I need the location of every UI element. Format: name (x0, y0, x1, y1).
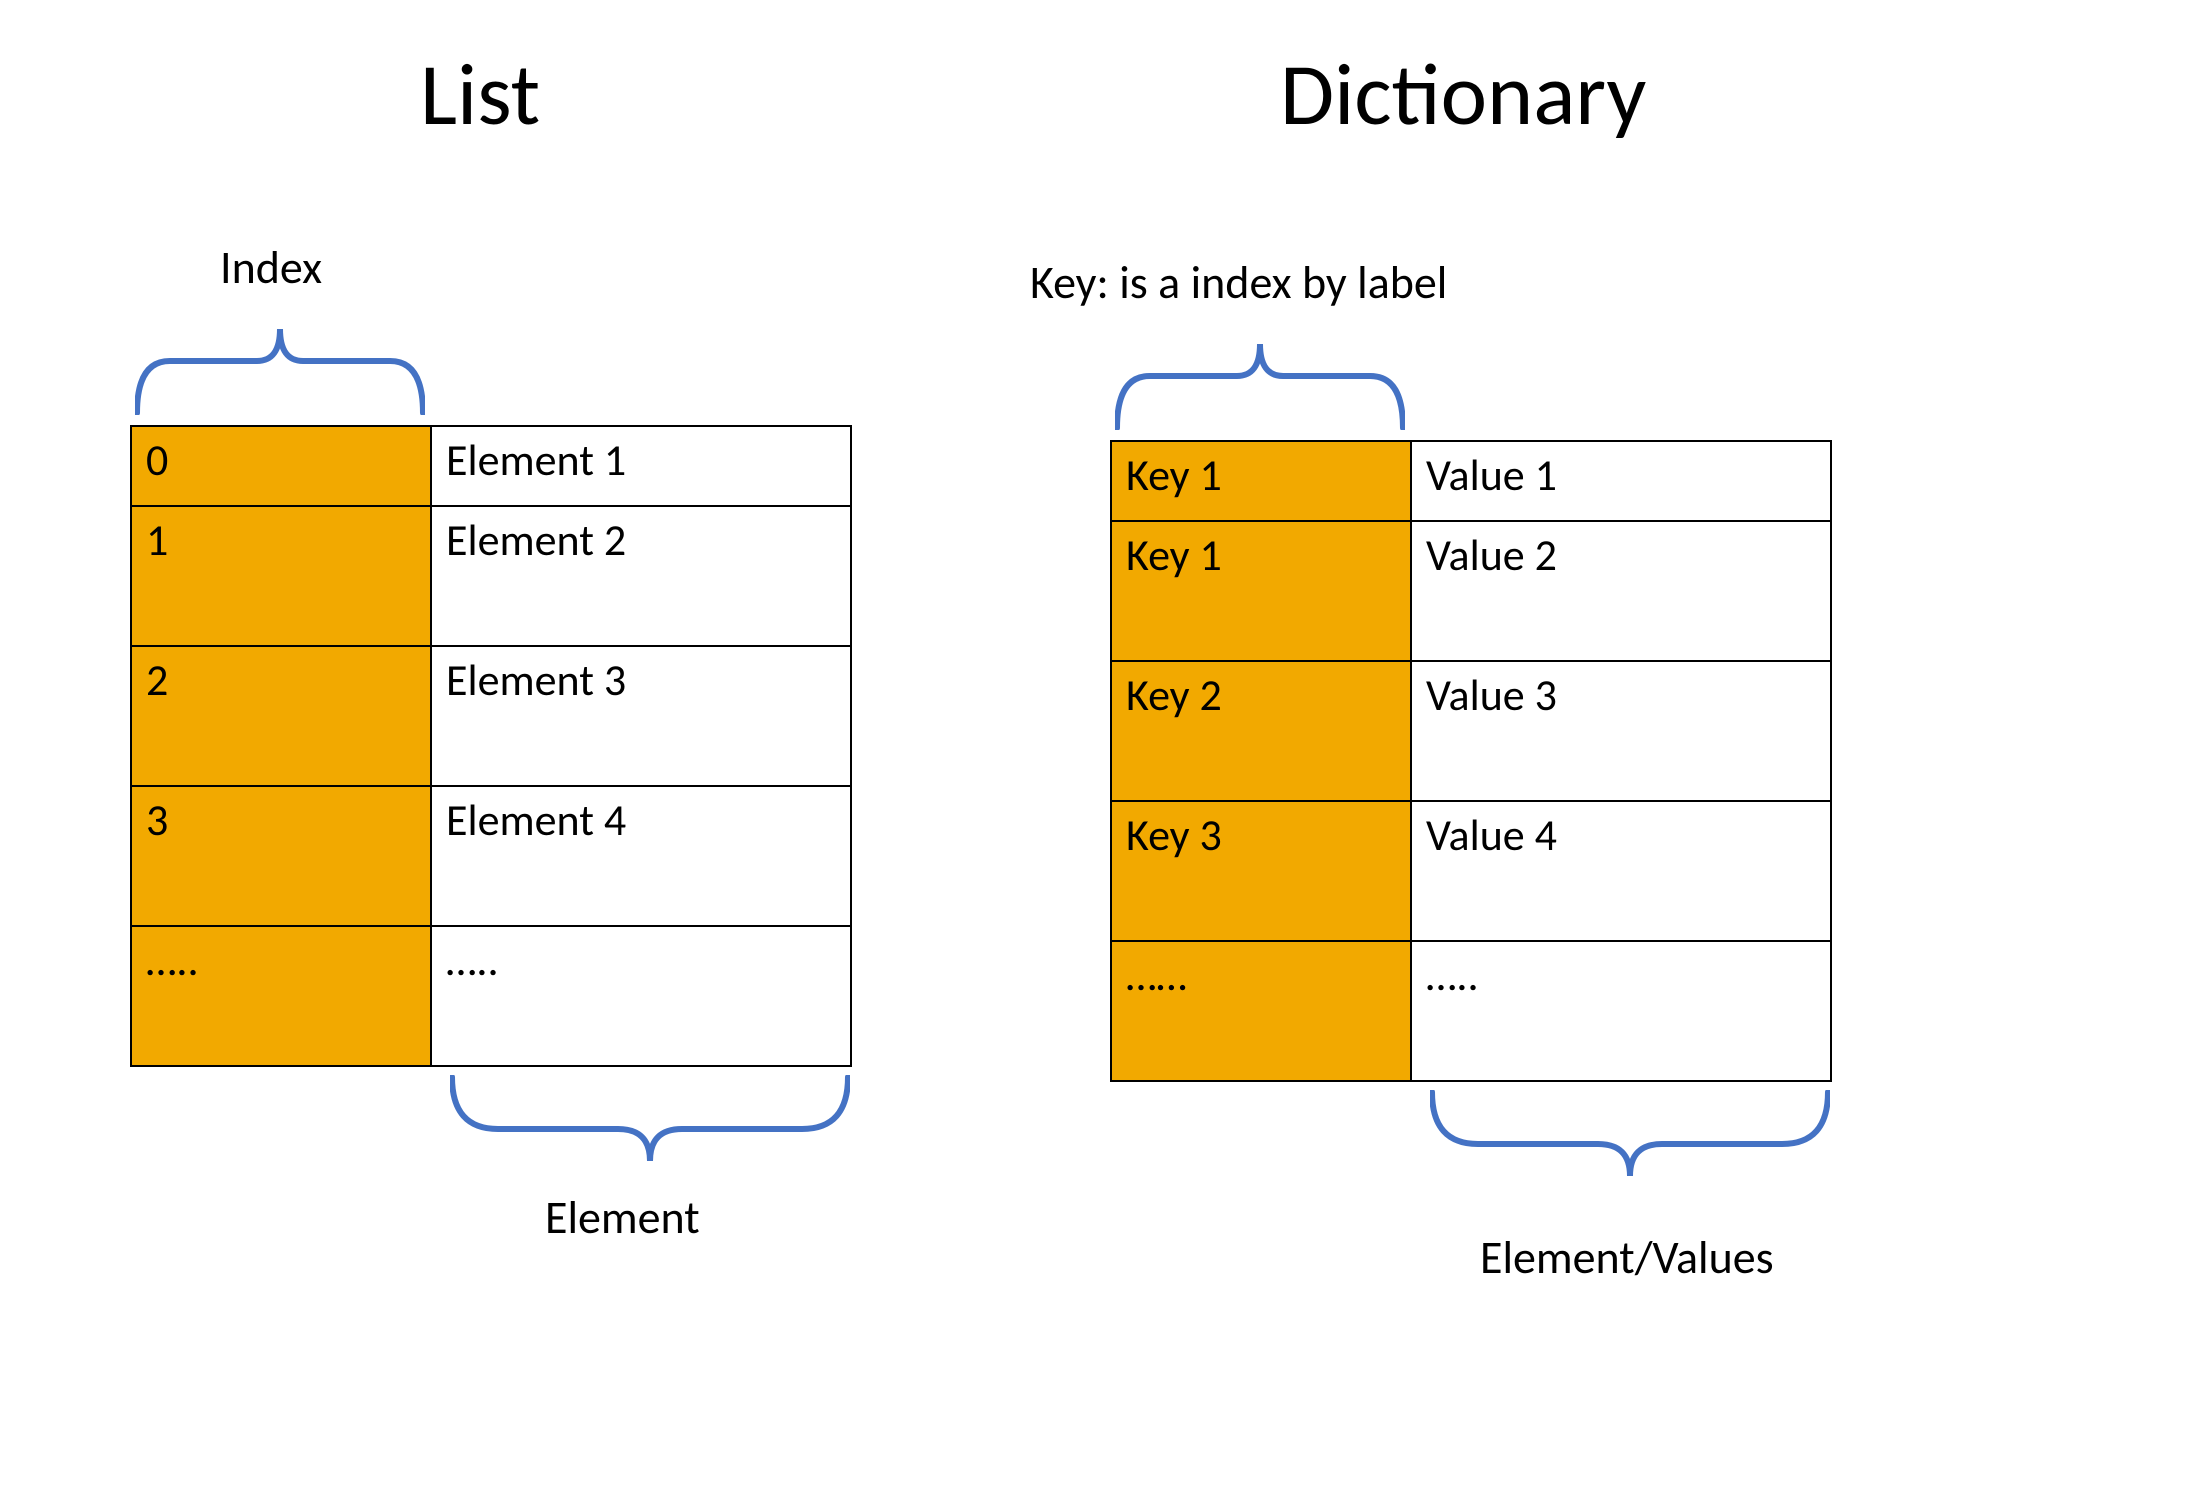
dict-bottom-brace (1430, 1090, 1830, 1180)
list-title: List (420, 40, 540, 148)
list-index-cell: 0 (131, 426, 431, 506)
dictionary-table: Key 1Value 1Key 1Value 2Key 2Value 3Key … (1110, 440, 1832, 1082)
dict-key-label: Key: is a index by label (1030, 255, 1447, 311)
dict-key-cell: Key 2 (1111, 661, 1411, 801)
table-row: Key 1Value 2 (1111, 521, 1831, 661)
list-index-cell: 3 (131, 786, 431, 926)
dict-top-brace (1115, 340, 1405, 430)
dict-value-cell: Value 3 (1411, 661, 1831, 801)
dict-value-cell: Value 2 (1411, 521, 1831, 661)
list-element-cell: Element 4 (431, 786, 851, 926)
list-bottom-brace (450, 1075, 850, 1165)
list-index-cell: 2 (131, 646, 431, 786)
table-row: Key 1Value 1 (1111, 441, 1831, 521)
list-index-cell: ….. (131, 926, 431, 1066)
list-top-brace (135, 325, 425, 415)
table-row: Key 3Value 4 (1111, 801, 1831, 941)
list-table: 0Element 11Element 22Element 33Element 4… (130, 425, 852, 1067)
dict-key-cell: Key 1 (1111, 521, 1411, 661)
list-element-cell: Element 1 (431, 426, 851, 506)
table-row: 2Element 3 (131, 646, 851, 786)
table-row: ……….. (1111, 941, 1831, 1081)
dictionary-title: Dictionary (1280, 40, 1646, 148)
table-row: 1Element 2 (131, 506, 851, 646)
list-element-cell: Element 2 (431, 506, 851, 646)
table-row: 0Element 1 (131, 426, 851, 506)
dict-key-cell: …… (1111, 941, 1411, 1081)
dict-value-cell: ….. (1411, 941, 1831, 1081)
list-element-cell: ….. (431, 926, 851, 1066)
table-row: Key 2Value 3 (1111, 661, 1831, 801)
table-row: 3Element 4 (131, 786, 851, 926)
list-element-label: Element (545, 1190, 700, 1246)
dict-value-cell: Value 4 (1411, 801, 1831, 941)
dict-value-label: Element/Values (1480, 1230, 1774, 1286)
dict-key-cell: Key 3 (1111, 801, 1411, 941)
dict-key-cell: Key 1 (1111, 441, 1411, 521)
list-index-label: Index (220, 240, 322, 296)
list-index-cell: 1 (131, 506, 431, 646)
dict-value-cell: Value 1 (1411, 441, 1831, 521)
list-element-cell: Element 3 (431, 646, 851, 786)
table-row: …..….. (131, 926, 851, 1066)
